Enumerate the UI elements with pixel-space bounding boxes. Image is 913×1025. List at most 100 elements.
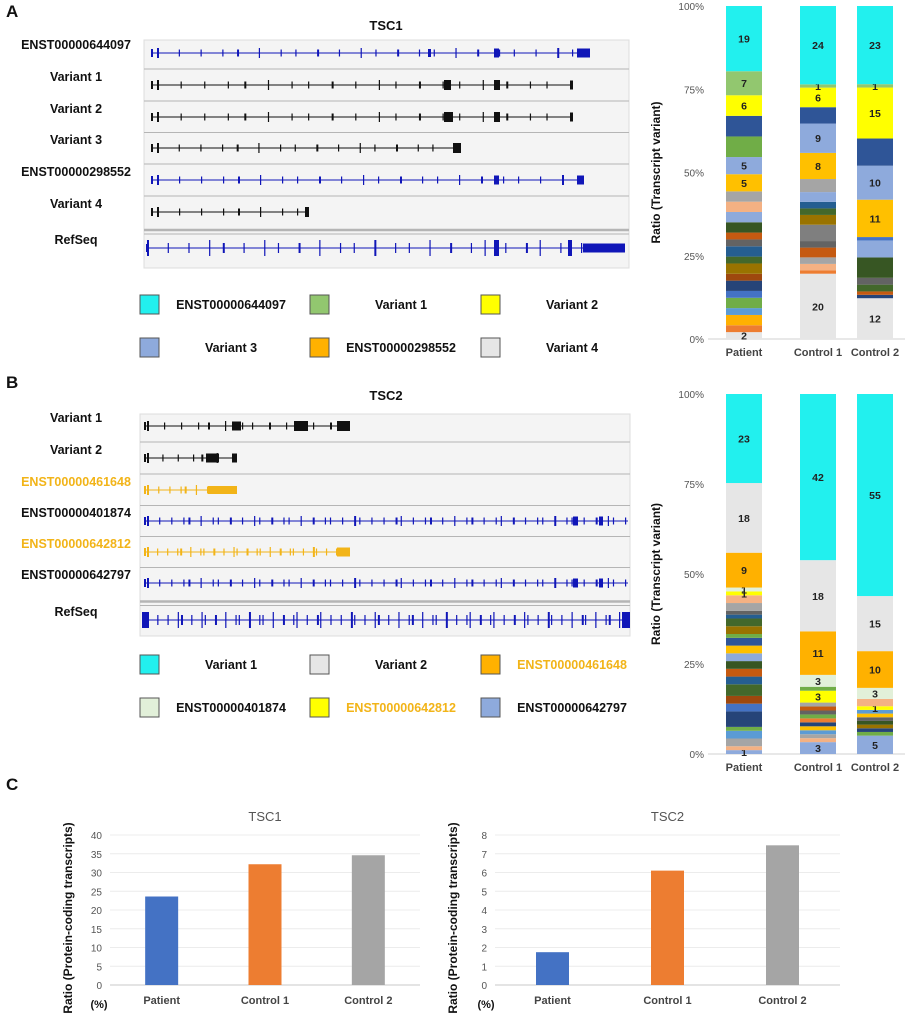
bar-segment — [726, 711, 762, 727]
y-tick-label: 0% — [690, 335, 705, 346]
exon — [157, 175, 159, 185]
exon — [157, 615, 159, 625]
legend-item-enst00000642797: ENST00000642797 — [480, 697, 627, 718]
exon — [291, 113, 293, 121]
exon — [227, 113, 229, 121]
exon — [312, 579, 315, 587]
exon — [482, 80, 484, 90]
exon — [625, 517, 627, 525]
exon — [200, 49, 202, 57]
exon — [395, 517, 398, 525]
exon — [195, 485, 198, 495]
transcript-enst00000298552 — [151, 175, 584, 185]
exon — [315, 548, 318, 556]
bar-segment — [800, 690, 836, 703]
track-label-variant-1: Variant 1 — [50, 411, 102, 425]
bar-segment — [726, 174, 762, 192]
bar-segment — [726, 614, 762, 619]
exon — [560, 243, 562, 253]
legend-swatch — [480, 654, 501, 675]
legend-label: Variant 2 — [375, 658, 427, 672]
legend-swatch — [480, 337, 501, 358]
exon — [312, 517, 315, 525]
exon — [599, 578, 603, 588]
y-tick-label: 50% — [684, 169, 704, 180]
exon — [527, 615, 529, 625]
bar-segment — [857, 138, 893, 166]
exon — [424, 579, 427, 587]
exon — [408, 615, 410, 625]
exon — [429, 517, 432, 525]
exon — [302, 548, 305, 556]
data-label: 23 — [869, 40, 881, 52]
stacked-bar-control-2: 12 11 10 15 1 23 — [857, 6, 893, 339]
exon — [483, 517, 485, 525]
exon — [200, 516, 202, 526]
bar-segment — [857, 720, 893, 725]
exon — [455, 48, 457, 58]
exon — [213, 548, 216, 556]
exon — [151, 144, 153, 152]
exon — [583, 517, 585, 525]
exon — [144, 422, 146, 430]
exon — [147, 240, 149, 256]
exon — [188, 579, 191, 587]
bar-segment — [726, 280, 762, 291]
exon — [320, 612, 322, 628]
exon — [571, 517, 573, 525]
legend-label: Variant 2 — [546, 298, 598, 312]
y-tick-label: 20 — [91, 906, 103, 917]
bar-segment — [857, 6, 893, 85]
exon — [288, 579, 290, 587]
exon — [297, 176, 299, 184]
exon — [583, 579, 585, 587]
exon — [568, 240, 572, 256]
exon — [554, 516, 557, 526]
exon — [259, 517, 261, 525]
exon — [442, 113, 444, 121]
bar-segment — [726, 703, 762, 712]
exon — [341, 176, 343, 184]
exon — [206, 453, 219, 463]
bar-segment — [800, 179, 836, 193]
exon — [151, 81, 153, 89]
exon — [147, 421, 149, 431]
exon — [282, 615, 285, 625]
exon — [300, 516, 302, 526]
exon — [557, 48, 560, 58]
y-tick-label: 35 — [91, 850, 103, 861]
legend-item-variant-1: Variant 1 — [309, 294, 427, 315]
legend-swatch — [309, 337, 330, 358]
bar-segment — [726, 263, 762, 274]
bar-segment — [800, 730, 836, 735]
bar-segment — [726, 730, 762, 739]
exon — [169, 486, 171, 494]
bar-segment — [726, 332, 762, 339]
exon — [283, 579, 285, 587]
track-panel-tsc2: Variant 1 Variant 2 ENST00000461648 ENST000… — [21, 411, 631, 637]
stacked-chart-tsc2: Ratio (Transcript variant) 0% 25% 50% 75% 100… — [649, 390, 905, 774]
exon — [525, 243, 528, 253]
exon — [236, 548, 238, 556]
gene-title-tsc2: TSC2 — [369, 388, 402, 403]
bar-segment — [726, 746, 762, 751]
exon — [498, 49, 501, 57]
bar-segment — [800, 263, 836, 271]
bar-segment — [857, 87, 893, 139]
bar-segment — [726, 314, 762, 326]
exon — [157, 143, 159, 153]
legend-item-enst00000461648: ENST00000461648 — [480, 654, 627, 675]
bar-segment — [800, 6, 836, 85]
x-tick-label: Control 2 — [758, 995, 806, 1007]
x-tick-label: Patient — [726, 762, 763, 774]
exon — [313, 422, 315, 430]
transcript-variant-2 — [151, 112, 573, 122]
exon — [297, 208, 299, 216]
exon — [466, 517, 468, 525]
exon — [212, 517, 214, 525]
bar-segment — [800, 224, 836, 242]
exon — [364, 615, 366, 625]
exon — [200, 578, 202, 588]
exon — [503, 615, 505, 625]
bar-segment — [726, 595, 762, 604]
